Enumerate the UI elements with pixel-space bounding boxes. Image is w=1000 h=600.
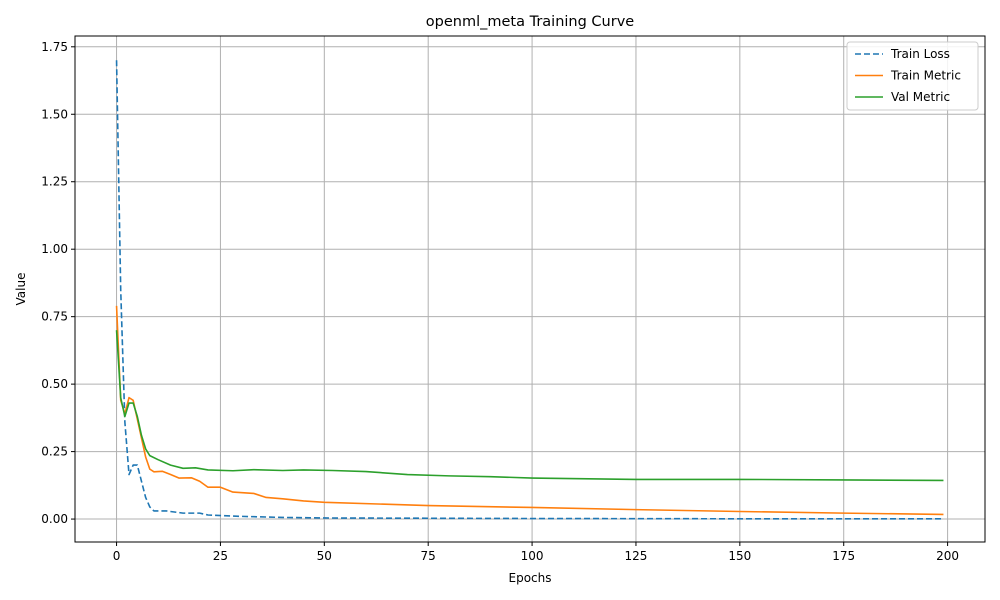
y-tick-label: 0.25 (41, 445, 68, 459)
x-tick-label: 100 (521, 549, 544, 563)
x-tick-label: 50 (317, 549, 332, 563)
legend-box (846, 41, 979, 111)
y-tick-label: 1.50 (41, 107, 68, 121)
y-tick-label: 1.00 (41, 242, 68, 256)
x-tick-label: 0 (113, 549, 121, 563)
legend-label: Val Metric (891, 90, 950, 104)
series-line-val-metric (115, 330, 944, 482)
legend-label: Train Loss (890, 47, 950, 61)
y-tick-label: 0.00 (41, 512, 68, 526)
x-tick-label: 125 (625, 549, 648, 563)
ticks: 0 25 50 75 100 125 150 175 200 0.00 0.25 0.50 0.75 1.… (41, 40, 959, 563)
x-tick-label: 150 (728, 549, 751, 563)
y-tick-label: 1.25 (41, 175, 68, 189)
legend: Train Loss Train Metric Val Metric (846, 41, 979, 111)
chart-title: openml_meta Training Curve (426, 14, 634, 30)
y-axis-label: Value (14, 273, 28, 306)
series-lines (115, 60, 944, 520)
y-tick-label: 0.75 (41, 310, 68, 324)
series-line-train-loss (115, 60, 944, 520)
x-tick-label: 25 (213, 549, 228, 563)
grid (75, 36, 985, 542)
x-tick-label: 175 (832, 549, 855, 563)
x-tick-label: 200 (936, 549, 959, 563)
x-tick-label: 75 (421, 549, 436, 563)
legend-label: Train Metric (890, 69, 961, 83)
y-tick-label: 1.75 (41, 40, 68, 54)
x-axis-label: Epochs (509, 571, 552, 585)
plot-frame (74, 35, 986, 543)
y-tick-label: 0.50 (41, 377, 68, 391)
